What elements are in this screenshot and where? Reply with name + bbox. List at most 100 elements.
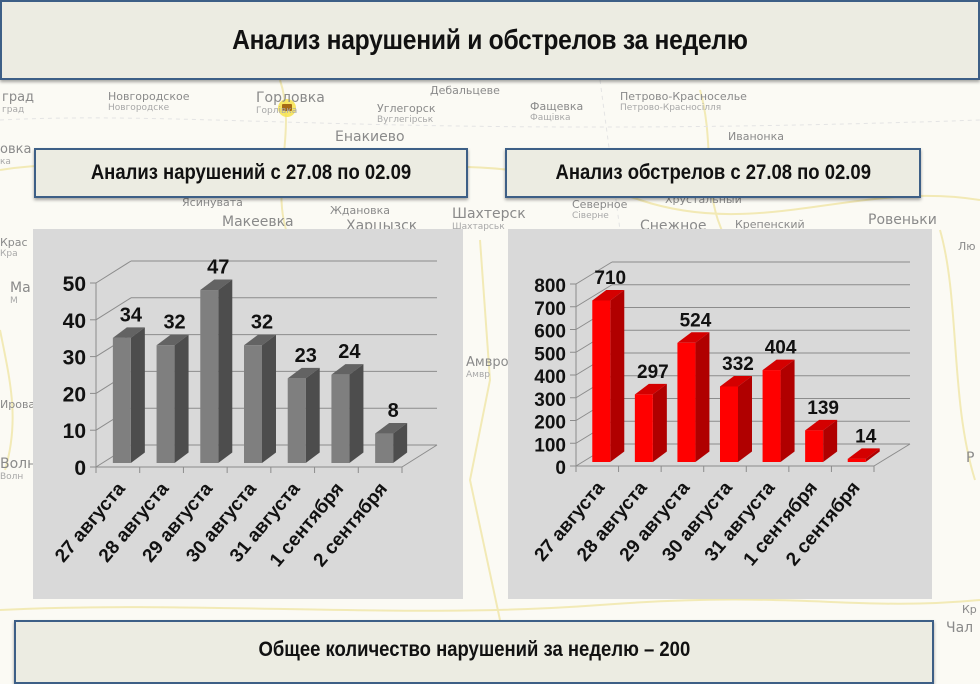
map-place-name: Лю (958, 240, 976, 253)
bar-value-label: 524 (680, 310, 712, 331)
map-place-name: Крас (0, 236, 28, 249)
map-place-subname: Сіверне (572, 211, 609, 221)
y-tick-label: 100 (534, 435, 566, 456)
bars: 34 32 47 32 23 24 8 (112, 257, 408, 463)
bar-value-label: 32 (163, 312, 185, 334)
y-tick-label: 10 (63, 420, 86, 443)
map-place-subname: Амвр (466, 370, 490, 380)
map-background: град град Новгородское Новгородске Горловка Г… (0, 79, 980, 636)
map-roads (0, 79, 980, 621)
map-place-name: Шахтерск (452, 206, 526, 222)
bar: 34 (112, 304, 145, 463)
map-place-label: Ма М (10, 280, 31, 306)
map-place-name: Енакиево (335, 129, 405, 145)
bar-value-label: 404 (765, 338, 797, 359)
map-place-subname: Новгородске (108, 103, 170, 113)
bar-value-label: 297 (637, 362, 669, 383)
y-tick-label: 800 (534, 276, 566, 297)
map-place-name: Амвро (466, 355, 509, 370)
map-place-label: Ясинувата (182, 196, 243, 209)
page-title-box: Анализ нарушений и обстрелов за неделю (0, 0, 980, 80)
map-place-label: Енакиево (335, 129, 405, 145)
map-place-subname: Кра (0, 249, 18, 259)
map-place-label: Петрово-Красноселье Петрово-Красносілля (620, 90, 747, 113)
shelling-title: Анализ обстрелов с 27.08 по 02.09 (555, 161, 871, 184)
y-tick-label: 40 (63, 310, 86, 333)
map-place-label: Ровеньки (868, 212, 937, 228)
bar: 32 (244, 312, 276, 463)
map-place-name: Волн (0, 456, 37, 472)
map-place-subname: Горлівка (256, 106, 298, 116)
bar: 710 (592, 268, 626, 462)
y-tick-label: 200 (534, 413, 566, 434)
map-place-name: Петрово-Красноселье (620, 90, 747, 103)
bar: 32 (156, 312, 189, 463)
map-place-label: овка ка (0, 142, 31, 167)
bar: 524 (677, 310, 712, 462)
bar: 297 (634, 362, 669, 462)
map-place-label: Волн Волн (0, 456, 36, 482)
map-place-label: Ждановка (330, 204, 390, 217)
bar-value-label: 34 (120, 304, 143, 326)
shelling-chart: 0 100 200 300 400 500 600 700 800 27 августа 28 ав… (508, 229, 932, 599)
map-place-name: Макеевка (222, 214, 294, 230)
map-place-label: Крепенский (735, 218, 805, 231)
bar: 139 (805, 398, 839, 462)
y-tick-label: 0 (555, 458, 566, 479)
y-tick-label: 300 (534, 390, 566, 411)
map-place-subname: град (2, 105, 25, 115)
map-place-name: Дебальцеве (430, 84, 500, 97)
map-place-name: Углегорск (377, 102, 436, 115)
map-place-subname: Шахтарськ (452, 222, 505, 232)
map-place-name: Горловка (256, 90, 325, 106)
bar: 8 (375, 400, 408, 463)
y-tick-label: 50 (63, 273, 86, 296)
bar-value-label: 32 (251, 312, 273, 334)
map-place-label: Лю (958, 240, 976, 253)
y-tick-label: 600 (534, 322, 566, 343)
bar-value-label: 710 (594, 268, 626, 289)
bar-value-label: 8 (388, 400, 399, 422)
map-place-subname: Петрово-Красносілля (620, 103, 722, 113)
weekly-summary-box: Общее количество нарушений за неделю – 2… (14, 620, 934, 684)
bar-value-label: 47 (207, 257, 229, 279)
map-place-name: Р (966, 450, 975, 466)
y-tick-label: 700 (534, 299, 566, 320)
map-place-label: Чал (946, 620, 973, 636)
bar-value-label: 139 (807, 398, 839, 419)
bar-value-label: 24 (338, 341, 361, 363)
map-place-name: овка (0, 142, 32, 157)
bars: 710 297 524 332 404 139 14 (592, 268, 880, 462)
bar-value-label: 14 (855, 426, 877, 447)
map-place-label: Шахтерск Шахтарськ (452, 206, 526, 232)
map-place-name: Крепенский (735, 218, 805, 231)
y-tick-label: 0 (74, 457, 86, 480)
y-tick-label: 500 (534, 344, 566, 365)
map-place-name: Ждановка (330, 204, 390, 217)
map-place-name: Ясинувата (182, 196, 243, 209)
map-place-name: Фащевка (530, 100, 584, 113)
map-place-name: Северное (572, 198, 628, 211)
map-place-label: Макеевка (222, 214, 294, 230)
violations-title-box: Анализ нарушений с 27.08 по 02.09 (34, 148, 468, 198)
map-place-label: Иванонка (728, 130, 784, 143)
bar: 404 (762, 338, 797, 462)
map-place-subname: Фащівка (530, 113, 571, 123)
violations-chart: 0 10 20 30 40 50 27 августа 28 августа 29 август… (33, 229, 463, 599)
map-place-label: Ирова (0, 398, 35, 411)
map-place-label: Северное Сіверне (572, 198, 627, 221)
map-place-name: Кр (962, 603, 977, 616)
bar: 24 (331, 341, 364, 463)
bar: 47 (200, 257, 233, 463)
map-place-subname: ка (0, 157, 11, 167)
map-place-name: Ровеньки (868, 212, 937, 228)
map-place-label: Дебальцеве (430, 84, 500, 97)
map-place-label: град град (2, 90, 34, 115)
y-tick-label: 30 (63, 347, 86, 370)
page-title: Анализ нарушений и обстрелов за неделю (232, 24, 748, 55)
map-place-name: Ма (10, 280, 31, 296)
bar: 332 (720, 354, 754, 462)
map-place-subname: Вуглегірськ (377, 115, 434, 125)
map-place-label: Углегорск Вуглегірськ (377, 102, 435, 125)
